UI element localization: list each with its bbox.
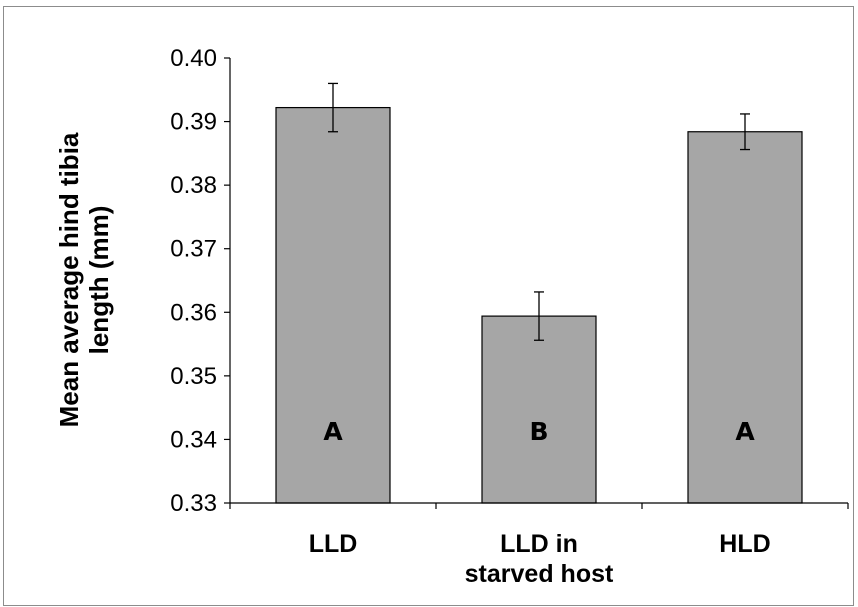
bar bbox=[481, 315, 597, 504]
x-tick-label: HLD bbox=[719, 530, 770, 558]
y-tick-label: 0.34 bbox=[170, 426, 217, 453]
significance-letter: A bbox=[735, 417, 755, 446]
y-tick-label: 0.40 bbox=[170, 45, 217, 72]
bar bbox=[275, 106, 391, 504]
y-tick-label: 0.37 bbox=[170, 236, 217, 263]
significance-letter: A bbox=[323, 417, 343, 446]
y-tick-label: 0.35 bbox=[170, 363, 217, 390]
x-tick-label: LLD bbox=[309, 530, 358, 558]
y-axis-label: Mean average hind tibia length (mm) bbox=[54, 132, 114, 427]
error-bar bbox=[328, 82, 338, 133]
error-bar bbox=[740, 113, 750, 151]
x-tick-label-line: HLD bbox=[719, 530, 770, 558]
y-tick-label: 0.39 bbox=[170, 109, 217, 136]
error-bar bbox=[534, 291, 544, 341]
bar bbox=[687, 131, 803, 504]
y-tick-label: 0.33 bbox=[170, 490, 217, 517]
y-tick-label: 0.38 bbox=[170, 172, 217, 199]
y-axis-label-line-1: Mean average hind tibia bbox=[54, 132, 84, 427]
x-tick-label-line: starved host bbox=[465, 560, 614, 588]
y-tick-label: 0.36 bbox=[170, 299, 217, 326]
x-tick-label-line: LLD bbox=[309, 530, 358, 558]
significance-letter: B bbox=[529, 417, 548, 446]
x-tick-label-line: LLD in bbox=[500, 530, 578, 558]
y-axis-label-line-2: length (mm) bbox=[84, 206, 114, 355]
